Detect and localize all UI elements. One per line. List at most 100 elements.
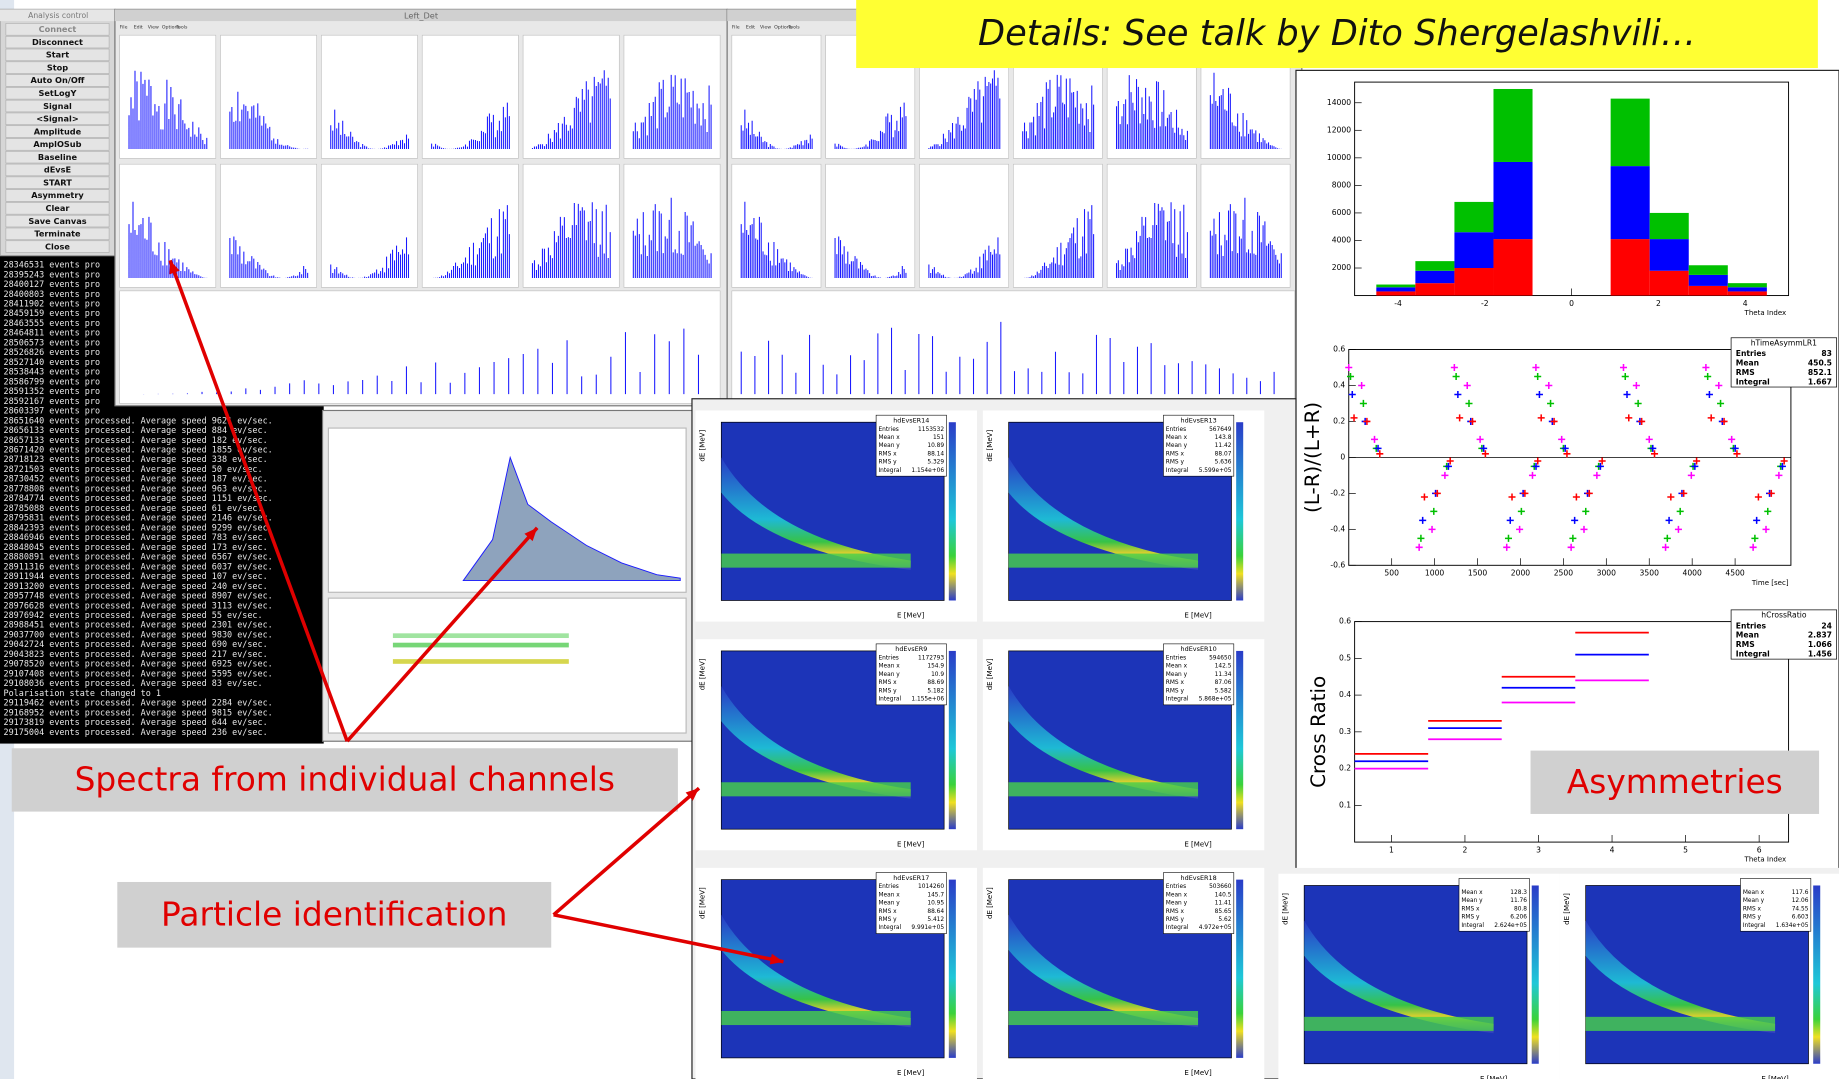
control-button-label[interactable]: Disconnect (32, 37, 83, 47)
scatter-point (1346, 372, 1355, 380)
scatter-point (1456, 414, 1464, 422)
scatter-point (1634, 399, 1642, 407)
pid-stats-label: RMS x (878, 451, 897, 457)
pid-stats-value: 5.599e+05 (1199, 468, 1232, 474)
terminal-line: 28400803 events pro (4, 289, 101, 299)
terminal-line: 28526826 events pro (4, 347, 101, 357)
histogram-thumbnail-shape (531, 202, 611, 278)
scatter-point (1444, 462, 1452, 470)
pid-stats-label: RMS y (1461, 915, 1480, 921)
stats-value: 852.1 (1808, 368, 1832, 377)
menu-item[interactable]: File (120, 24, 128, 30)
control-button[interactable] (5, 99, 110, 113)
control-button[interactable] (5, 189, 110, 202)
control-button[interactable] (5, 138, 110, 151)
scatter-point (1428, 525, 1436, 533)
scatter-point (1702, 363, 1710, 372)
pid-stats-value: 9.991e+05 (911, 925, 944, 931)
pid-stats-label: Mean x (1166, 435, 1188, 441)
pid-stats-value: 10.9 (931, 672, 944, 678)
menu-item[interactable]: Edit (746, 24, 755, 30)
scatter-point (1728, 435, 1736, 443)
pid-stats-value: 88.64 (927, 909, 944, 915)
menu-item[interactable]: Options (162, 24, 181, 30)
control-button[interactable] (5, 87, 110, 100)
control-button[interactable] (5, 151, 110, 164)
control-button[interactable] (5, 112, 110, 125)
control-button-label[interactable]: <Signal> (36, 114, 78, 124)
control-button-label[interactable]: Start (46, 50, 69, 60)
pid-stats-box (1740, 878, 1812, 932)
scatter-point (1450, 363, 1458, 372)
scatter-point (1350, 414, 1358, 422)
control-button[interactable] (5, 48, 110, 62)
pid-band-flat (721, 553, 911, 568)
control-button-label[interactable]: Close (45, 241, 70, 251)
pid-stats-value: 1.154e+06 (911, 468, 944, 474)
pid-stats-label: Integral (878, 925, 901, 931)
control-button[interactable] (5, 202, 110, 215)
scatter-point (1704, 372, 1712, 380)
pid-band-flat (721, 1010, 911, 1026)
control-button-label[interactable]: SetLogY (38, 88, 77, 98)
control-button-label[interactable]: Signal (43, 101, 72, 111)
pid-stats-value: 6.603 (1792, 915, 1809, 921)
y-tick-label: 0.3 (1339, 727, 1351, 736)
callout: Particle identification (161, 895, 507, 933)
control-button-label[interactable]: START (43, 177, 72, 187)
pid-stats-value: 5.412 (927, 917, 944, 923)
menu-item[interactable]: View (760, 24, 771, 30)
control-button[interactable] (5, 125, 110, 138)
terminal-line: 28730452 events processed. Average speed… (4, 474, 268, 484)
control-button-label[interactable]: dEvsE (44, 165, 71, 175)
control-button-label[interactable]: Connect (39, 24, 77, 34)
histogram-thumbnail-shape (128, 70, 208, 149)
control-button-label[interactable]: Auto On/Off (31, 75, 85, 85)
pid-stats-value: 5.582 (1215, 688, 1232, 694)
control-button[interactable] (5, 74, 110, 87)
control-button-label[interactable]: Asymmetry (31, 190, 84, 200)
histogram-bar (1727, 283, 1767, 288)
scatter-point (1621, 372, 1629, 380)
control-button-label[interactable]: Terminate (34, 229, 81, 239)
scatter-band (392, 633, 569, 639)
pid-colorbar (1813, 885, 1821, 1064)
control-button-label[interactable]: Clear (46, 203, 71, 213)
menu-item[interactable]: View (148, 24, 159, 30)
control-button-label[interactable]: Stop (47, 62, 68, 72)
pid-stats-label: Integral (1166, 468, 1189, 474)
pid-band-flat (1008, 1010, 1199, 1026)
control-button[interactable] (5, 35, 110, 49)
control-button[interactable] (5, 23, 110, 36)
pid-stats-value: 11.76 (1510, 898, 1527, 904)
control-button[interactable] (5, 240, 110, 253)
histogram-thumbnail-shape (143, 328, 700, 395)
menu-item[interactable]: Options (774, 24, 793, 30)
terminal-line: 28976942 events processed. Average speed… (4, 610, 263, 620)
control-button-label[interactable]: Save Canvas (28, 216, 86, 226)
scatter-band (392, 659, 569, 664)
pid-stats-value: 10.89 (927, 443, 944, 449)
menu-item[interactable]: Tools (175, 24, 188, 30)
pid-stats-value: 140.5 (1215, 892, 1232, 898)
control-button-label[interactable]: AmplOSub (33, 139, 81, 149)
histogram-thumbnail (623, 34, 721, 159)
scatter-point (1532, 363, 1540, 372)
pid-x-label: E [MeV] (897, 839, 925, 848)
control-button-label[interactable]: Baseline (38, 152, 78, 162)
pid-stats-label: RMS y (1743, 915, 1762, 921)
control-button[interactable] (5, 163, 110, 177)
control-button[interactable] (5, 214, 110, 228)
menu-item[interactable]: Edit (134, 24, 143, 30)
window-title: Left_Det (404, 10, 439, 20)
menu-item[interactable]: File (732, 24, 740, 30)
y-tick-label: -0.6 (1330, 560, 1345, 569)
control-button[interactable] (5, 176, 110, 189)
menu-item[interactable]: Tools (787, 24, 800, 30)
terminal-line: 28592167 events pro (4, 396, 101, 406)
terminal-line: 28957748 events processed. Average speed… (4, 591, 273, 601)
control-button-label[interactable]: Amplitude (34, 126, 82, 136)
scatter-point (1420, 493, 1428, 501)
control-button[interactable] (5, 61, 110, 74)
control-button[interactable] (5, 227, 110, 241)
